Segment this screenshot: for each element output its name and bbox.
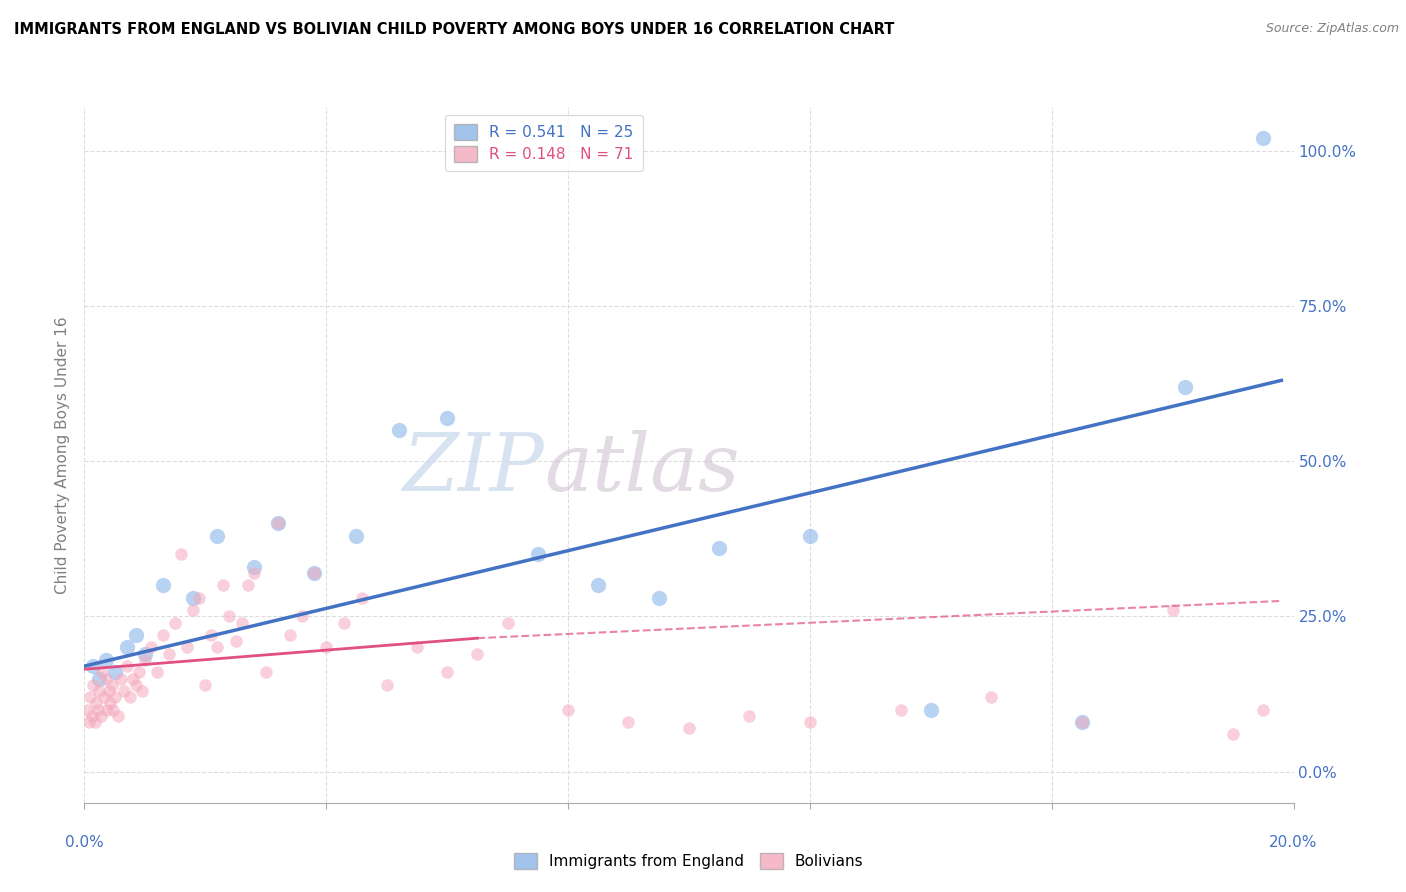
Text: atlas: atlas <box>544 430 740 508</box>
Legend: Immigrants from England, Bolivians: Immigrants from England, Bolivians <box>505 845 873 879</box>
Text: IMMIGRANTS FROM ENGLAND VS BOLIVIAN CHILD POVERTY AMONG BOYS UNDER 16 CORRELATIO: IMMIGRANTS FROM ENGLAND VS BOLIVIAN CHIL… <box>14 22 894 37</box>
Text: 0.0%: 0.0% <box>65 836 104 850</box>
Text: ZIP: ZIP <box>402 430 544 508</box>
Y-axis label: Child Poverty Among Boys Under 16: Child Poverty Among Boys Under 16 <box>55 316 70 594</box>
Text: 20.0%: 20.0% <box>1270 836 1317 850</box>
Text: Source: ZipAtlas.com: Source: ZipAtlas.com <box>1265 22 1399 36</box>
